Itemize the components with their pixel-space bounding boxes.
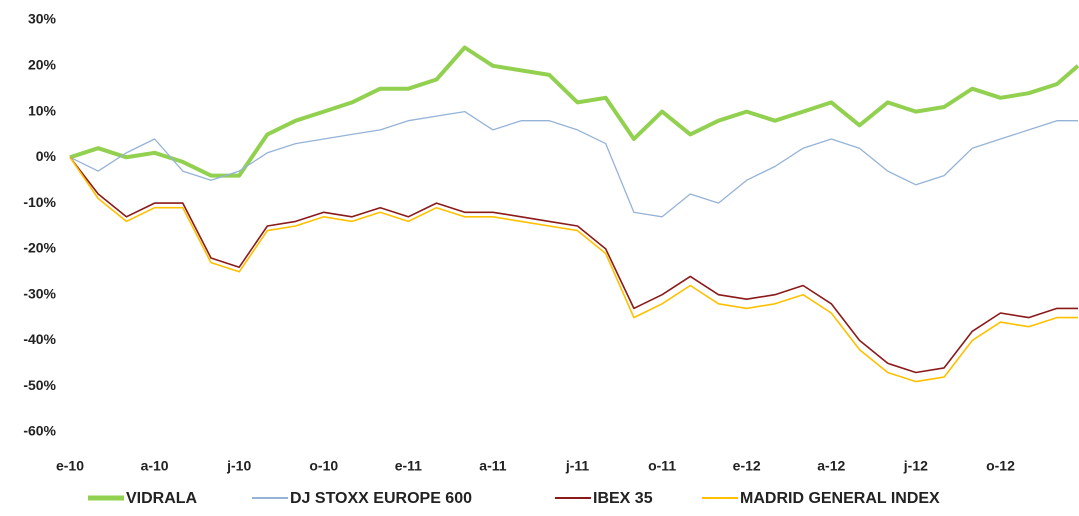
series-line bbox=[69, 156, 1078, 383]
x-tick-label: j-12 bbox=[903, 458, 928, 474]
x-tick-label: j-11 bbox=[565, 458, 590, 474]
legend-label: DJ STOXX EUROPE 600 bbox=[290, 490, 472, 507]
legend-label: IBEX 35 bbox=[593, 490, 653, 507]
x-tick-label: e-12 bbox=[733, 458, 761, 474]
y-tick-label: -60% bbox=[23, 423, 56, 439]
series-line bbox=[69, 45, 1079, 178]
x-tick-label: o-11 bbox=[648, 458, 676, 474]
x-tick-label: o-10 bbox=[309, 458, 338, 474]
y-tick-label: -30% bbox=[23, 285, 56, 301]
y-tick-label: 0% bbox=[36, 148, 57, 164]
x-tick-label: e-10 bbox=[56, 458, 84, 474]
legend-label: VIDRALA bbox=[126, 490, 198, 507]
y-tick-label: -50% bbox=[23, 377, 56, 393]
series-line bbox=[69, 110, 1078, 218]
x-tick-label: o-12 bbox=[986, 458, 1015, 474]
x-tick-label: a-10 bbox=[141, 458, 169, 474]
y-tick-label: -20% bbox=[23, 240, 56, 256]
legend: VIDRALA DJ STOXX EUROPE 600 IBEX 35 MADRID … bbox=[88, 490, 940, 507]
y-tick-label: -40% bbox=[23, 331, 56, 347]
y-tick-label: 20% bbox=[28, 56, 57, 72]
y-tick-label: 10% bbox=[28, 102, 57, 118]
y-tick-label: -10% bbox=[23, 194, 56, 210]
legend-label: MADRID GENERAL INDEX bbox=[740, 490, 940, 507]
y-tick-label: 30% bbox=[28, 11, 57, 27]
x-tick-label: a-11 bbox=[479, 458, 506, 474]
x-tick-label: j-10 bbox=[226, 458, 251, 474]
x-tick-label: a-12 bbox=[817, 458, 845, 474]
series-line bbox=[69, 156, 1078, 374]
x-tick-label: e-11 bbox=[395, 458, 422, 474]
